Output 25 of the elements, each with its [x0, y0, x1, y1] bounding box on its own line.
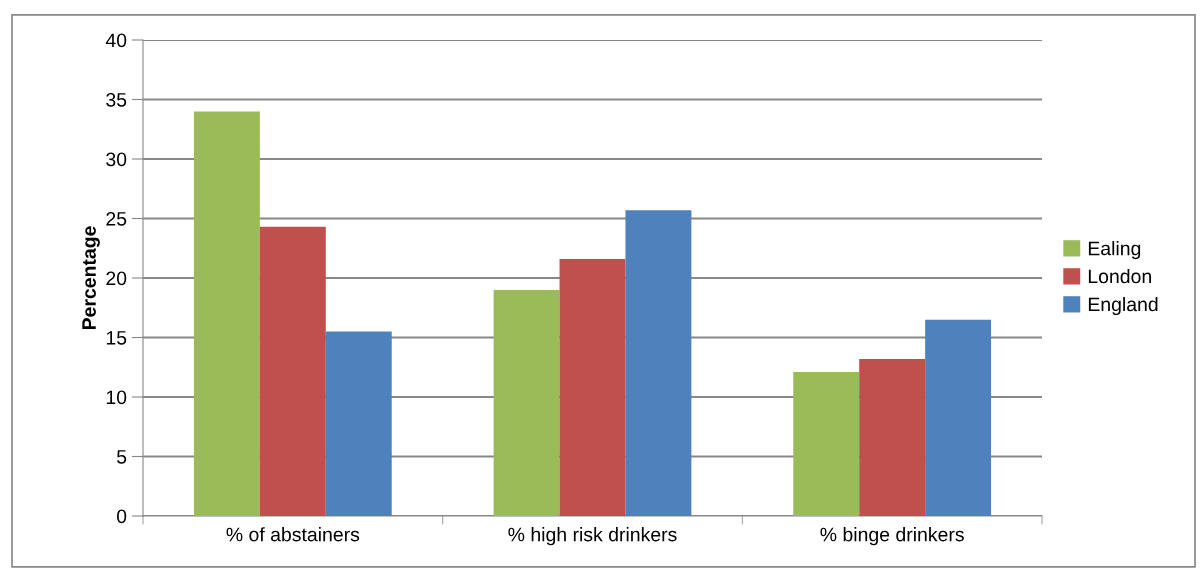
y-tick-label: 35 — [106, 92, 127, 107]
x-tick-label: % binge drinkers — [820, 527, 964, 546]
legend-label: London — [1088, 268, 1151, 284]
x-tick-label: % high risk drinkers — [508, 527, 677, 546]
y-tick-label: 5 — [116, 450, 127, 464]
y-tick-label: 30 — [106, 152, 127, 167]
bar — [793, 372, 860, 516]
y-tick-label: 10 — [106, 390, 127, 405]
legend-label: Ealing — [1088, 241, 1141, 260]
y-tick-label: 40 — [105, 33, 127, 48]
bar — [259, 226, 326, 516]
bar — [559, 258, 626, 516]
legend-label: England — [1088, 296, 1158, 316]
x-tick-label: % of abstainers — [226, 527, 360, 542]
bar — [859, 358, 926, 516]
bar — [925, 319, 992, 516]
y-tick-label: 20 — [106, 271, 127, 286]
y-axis-title: Percentage — [82, 226, 100, 330]
bar — [493, 289, 560, 516]
bar — [325, 331, 392, 516]
bar — [193, 111, 260, 516]
y-tick-label: 0 — [116, 509, 127, 524]
bar — [625, 210, 692, 516]
y-tick-label: 15 — [106, 331, 127, 345]
y-tick-label: 25 — [106, 211, 127, 226]
